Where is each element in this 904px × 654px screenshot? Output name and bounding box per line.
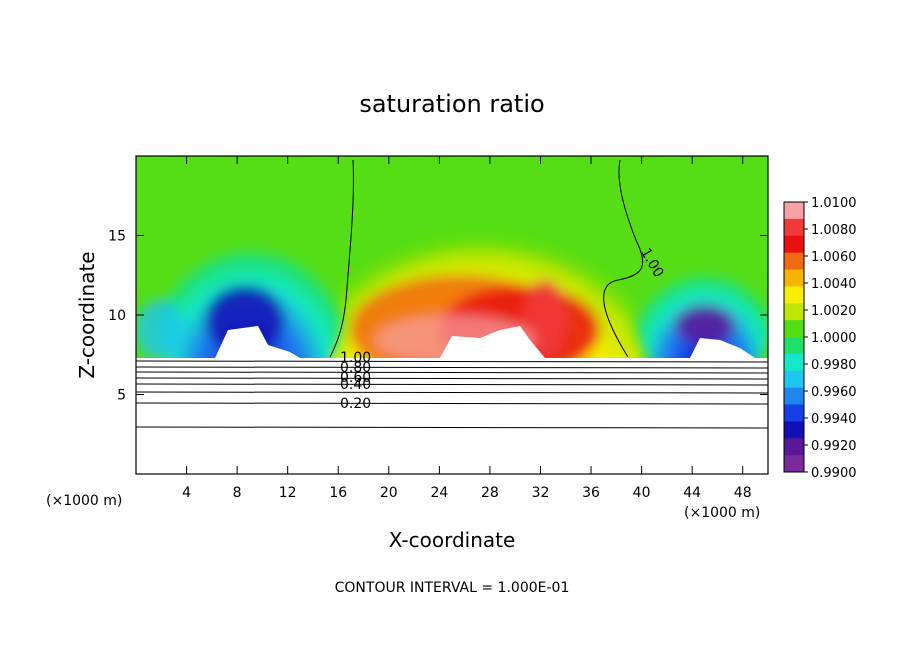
y-axis-ticks: 5 10 15 <box>108 229 768 404</box>
x-tick-label: 8 <box>233 485 242 501</box>
chart-title: saturation ratio <box>359 90 544 118</box>
colorbar-label: 0.9920 <box>811 439 857 454</box>
y-tick-label: 15 <box>108 229 126 245</box>
colorbar-swatch <box>784 218 804 237</box>
contour-label: 0.20 <box>340 396 371 412</box>
colorbar-label: 0.9980 <box>811 358 857 373</box>
colorbar-swatch <box>784 269 804 287</box>
contour-label: 0.80 <box>340 360 371 376</box>
x-tick-label: 4 <box>182 485 191 501</box>
colorbar-swatch <box>784 455 804 473</box>
contour-label: 0.60 <box>340 370 371 386</box>
contour-label: 0.40 <box>340 377 371 393</box>
x-tick-label: 16 <box>329 485 347 501</box>
colorbar-label: 1.0000 <box>811 331 857 346</box>
lower-region <box>136 358 768 474</box>
colorbar-swatch <box>784 252 804 270</box>
x-tick-label: 48 <box>734 485 752 501</box>
contour-interval-footer: CONTOUR INTERVAL = 1.000E-01 <box>335 580 570 596</box>
contour-label: 1.00 <box>340 350 371 366</box>
colorbar-label: 1.0040 <box>811 277 857 292</box>
colorbar-swatch <box>784 421 804 439</box>
y-axis-label: Z-coordinate <box>75 251 99 378</box>
x-axis-ticks: 4 8 12 16 20 24 28 32 36 40 44 48 <box>182 156 752 501</box>
colorbar-swatch <box>784 202 804 220</box>
colorbar-swatch <box>784 320 804 338</box>
x-tick-label: 28 <box>481 485 499 501</box>
colorbar-label: 0.9940 <box>811 412 857 427</box>
x-tick-label: 36 <box>582 485 600 501</box>
heatmap-field: 1.00 0.80 0.60 0.40 0.20 1.00 <box>136 156 768 474</box>
colorbar-swatch <box>784 370 804 389</box>
x-tick-label: 32 <box>532 485 550 501</box>
x-tick-label: 40 <box>633 485 651 501</box>
colorbar-label: 1.0060 <box>811 250 857 265</box>
y-tick-label: 5 <box>117 388 126 404</box>
x-tick-label: 12 <box>279 485 297 501</box>
y-unit-label: (×1000 m) <box>684 505 760 521</box>
colorbar-swatch <box>784 404 804 422</box>
undefined-bumps <box>215 326 755 358</box>
colorbar-swatch <box>784 286 804 304</box>
colorbar-swatch <box>784 353 804 372</box>
colorbar-label: 1.0080 <box>811 223 857 238</box>
x-tick-label: 20 <box>380 485 398 501</box>
x-axis-label: X-coordinate <box>389 528 516 552</box>
x-tick-label: 24 <box>430 485 448 501</box>
colorbar-label: 1.0100 <box>811 196 857 211</box>
colorbar-swatch <box>784 235 804 254</box>
colorbar-swatch <box>784 337 804 355</box>
colorbar-label: 1.0020 <box>811 304 857 319</box>
colorbar-label: 0.9900 <box>811 466 857 481</box>
colorbar-swatch <box>784 303 804 321</box>
x-tick-label: 44 <box>683 485 701 501</box>
y-tick-label: 10 <box>108 308 126 324</box>
colorbar-swatch <box>784 387 804 405</box>
contour-lines <box>136 159 768 429</box>
x-unit-label: (×1000 m) <box>46 493 122 509</box>
colorbar-swatch <box>784 438 804 456</box>
colorbar: 1.0100 1.0080 1.0060 1.0040 1.0020 1.0000 0.99… <box>783 196 857 481</box>
colorbar-label: 0.9960 <box>811 385 857 400</box>
